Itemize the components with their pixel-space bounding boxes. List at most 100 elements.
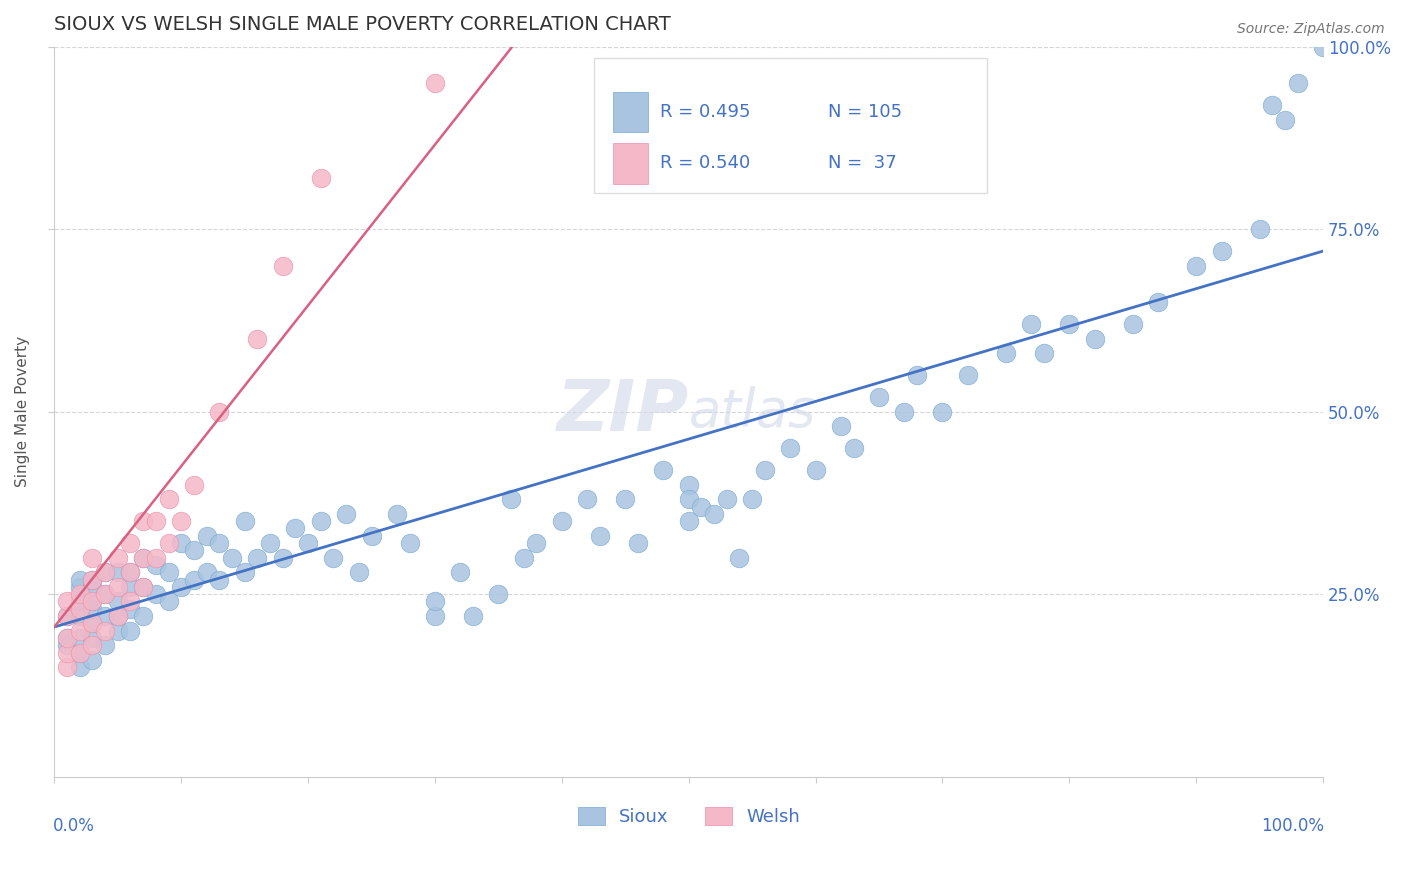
Point	[69, 587, 91, 601]
Point	[170, 514, 193, 528]
Point	[94, 624, 117, 638]
Point	[259, 536, 281, 550]
Point	[69, 573, 91, 587]
Point	[183, 573, 205, 587]
Point	[868, 390, 890, 404]
Point	[82, 638, 104, 652]
Point	[1185, 259, 1208, 273]
Point	[107, 609, 129, 624]
Point	[94, 638, 117, 652]
Point	[107, 624, 129, 638]
Point	[1261, 98, 1284, 112]
Point	[82, 580, 104, 594]
Point	[170, 536, 193, 550]
Point	[69, 660, 91, 674]
Point	[132, 514, 155, 528]
FancyBboxPatch shape	[593, 58, 987, 193]
Point	[107, 594, 129, 608]
Point	[157, 594, 180, 608]
Text: R = 0.540: R = 0.540	[659, 154, 749, 172]
Point	[82, 653, 104, 667]
Point	[309, 171, 332, 186]
Point	[1249, 222, 1271, 236]
Text: 100.0%: 100.0%	[1261, 817, 1324, 835]
Point	[385, 507, 408, 521]
Point	[1312, 39, 1334, 54]
Point	[82, 550, 104, 565]
Point	[132, 609, 155, 624]
Point	[271, 259, 294, 273]
Point	[82, 616, 104, 631]
Point	[614, 492, 637, 507]
Point	[652, 463, 675, 477]
Point	[56, 646, 79, 660]
Point	[956, 368, 979, 383]
Point	[423, 594, 446, 608]
Point	[526, 536, 548, 550]
Legend: Sioux, Welsh: Sioux, Welsh	[571, 799, 807, 833]
Point	[297, 536, 319, 550]
Y-axis label: Single Male Poverty: Single Male Poverty	[15, 336, 30, 487]
Point	[208, 573, 231, 587]
Point	[82, 573, 104, 587]
Point	[576, 492, 599, 507]
Point	[246, 332, 269, 346]
Point	[1147, 295, 1170, 310]
Point	[145, 514, 167, 528]
Point	[513, 550, 536, 565]
Point	[195, 566, 218, 580]
Point	[132, 580, 155, 594]
Point	[678, 492, 700, 507]
Point	[931, 404, 953, 418]
FancyBboxPatch shape	[613, 92, 648, 132]
Point	[398, 536, 420, 550]
Text: N =  37: N = 37	[828, 154, 897, 172]
Point	[56, 638, 79, 652]
Point	[589, 529, 612, 543]
Point	[1274, 112, 1296, 127]
Point	[423, 609, 446, 624]
Point	[120, 580, 142, 594]
Point	[309, 514, 332, 528]
Text: atlas: atlas	[689, 385, 817, 438]
Point	[716, 492, 738, 507]
Point	[208, 536, 231, 550]
Point	[82, 573, 104, 587]
Point	[1084, 332, 1107, 346]
Point	[627, 536, 650, 550]
Point	[120, 536, 142, 550]
Point	[690, 500, 713, 514]
Point	[1286, 76, 1309, 90]
Point	[107, 609, 129, 624]
Point	[1211, 244, 1233, 258]
Text: N = 105: N = 105	[828, 103, 903, 121]
Point	[94, 566, 117, 580]
Point	[120, 566, 142, 580]
Point	[94, 587, 117, 601]
Point	[69, 580, 91, 594]
Point	[678, 514, 700, 528]
Point	[107, 580, 129, 594]
Point	[183, 477, 205, 491]
Point	[82, 601, 104, 615]
Text: Source: ZipAtlas.com: Source: ZipAtlas.com	[1237, 22, 1385, 37]
Point	[804, 463, 827, 477]
Point	[678, 477, 700, 491]
Point	[1059, 317, 1081, 331]
Point	[905, 368, 928, 383]
Point	[195, 529, 218, 543]
Point	[132, 550, 155, 565]
Point	[246, 550, 269, 565]
Point	[82, 616, 104, 631]
Point	[449, 566, 471, 580]
Point	[132, 550, 155, 565]
Point	[728, 550, 751, 565]
Point	[1021, 317, 1043, 331]
Point	[69, 609, 91, 624]
Point	[779, 441, 801, 455]
Point	[145, 587, 167, 601]
Point	[842, 441, 865, 455]
Point	[120, 624, 142, 638]
Point	[157, 566, 180, 580]
Point	[107, 566, 129, 580]
